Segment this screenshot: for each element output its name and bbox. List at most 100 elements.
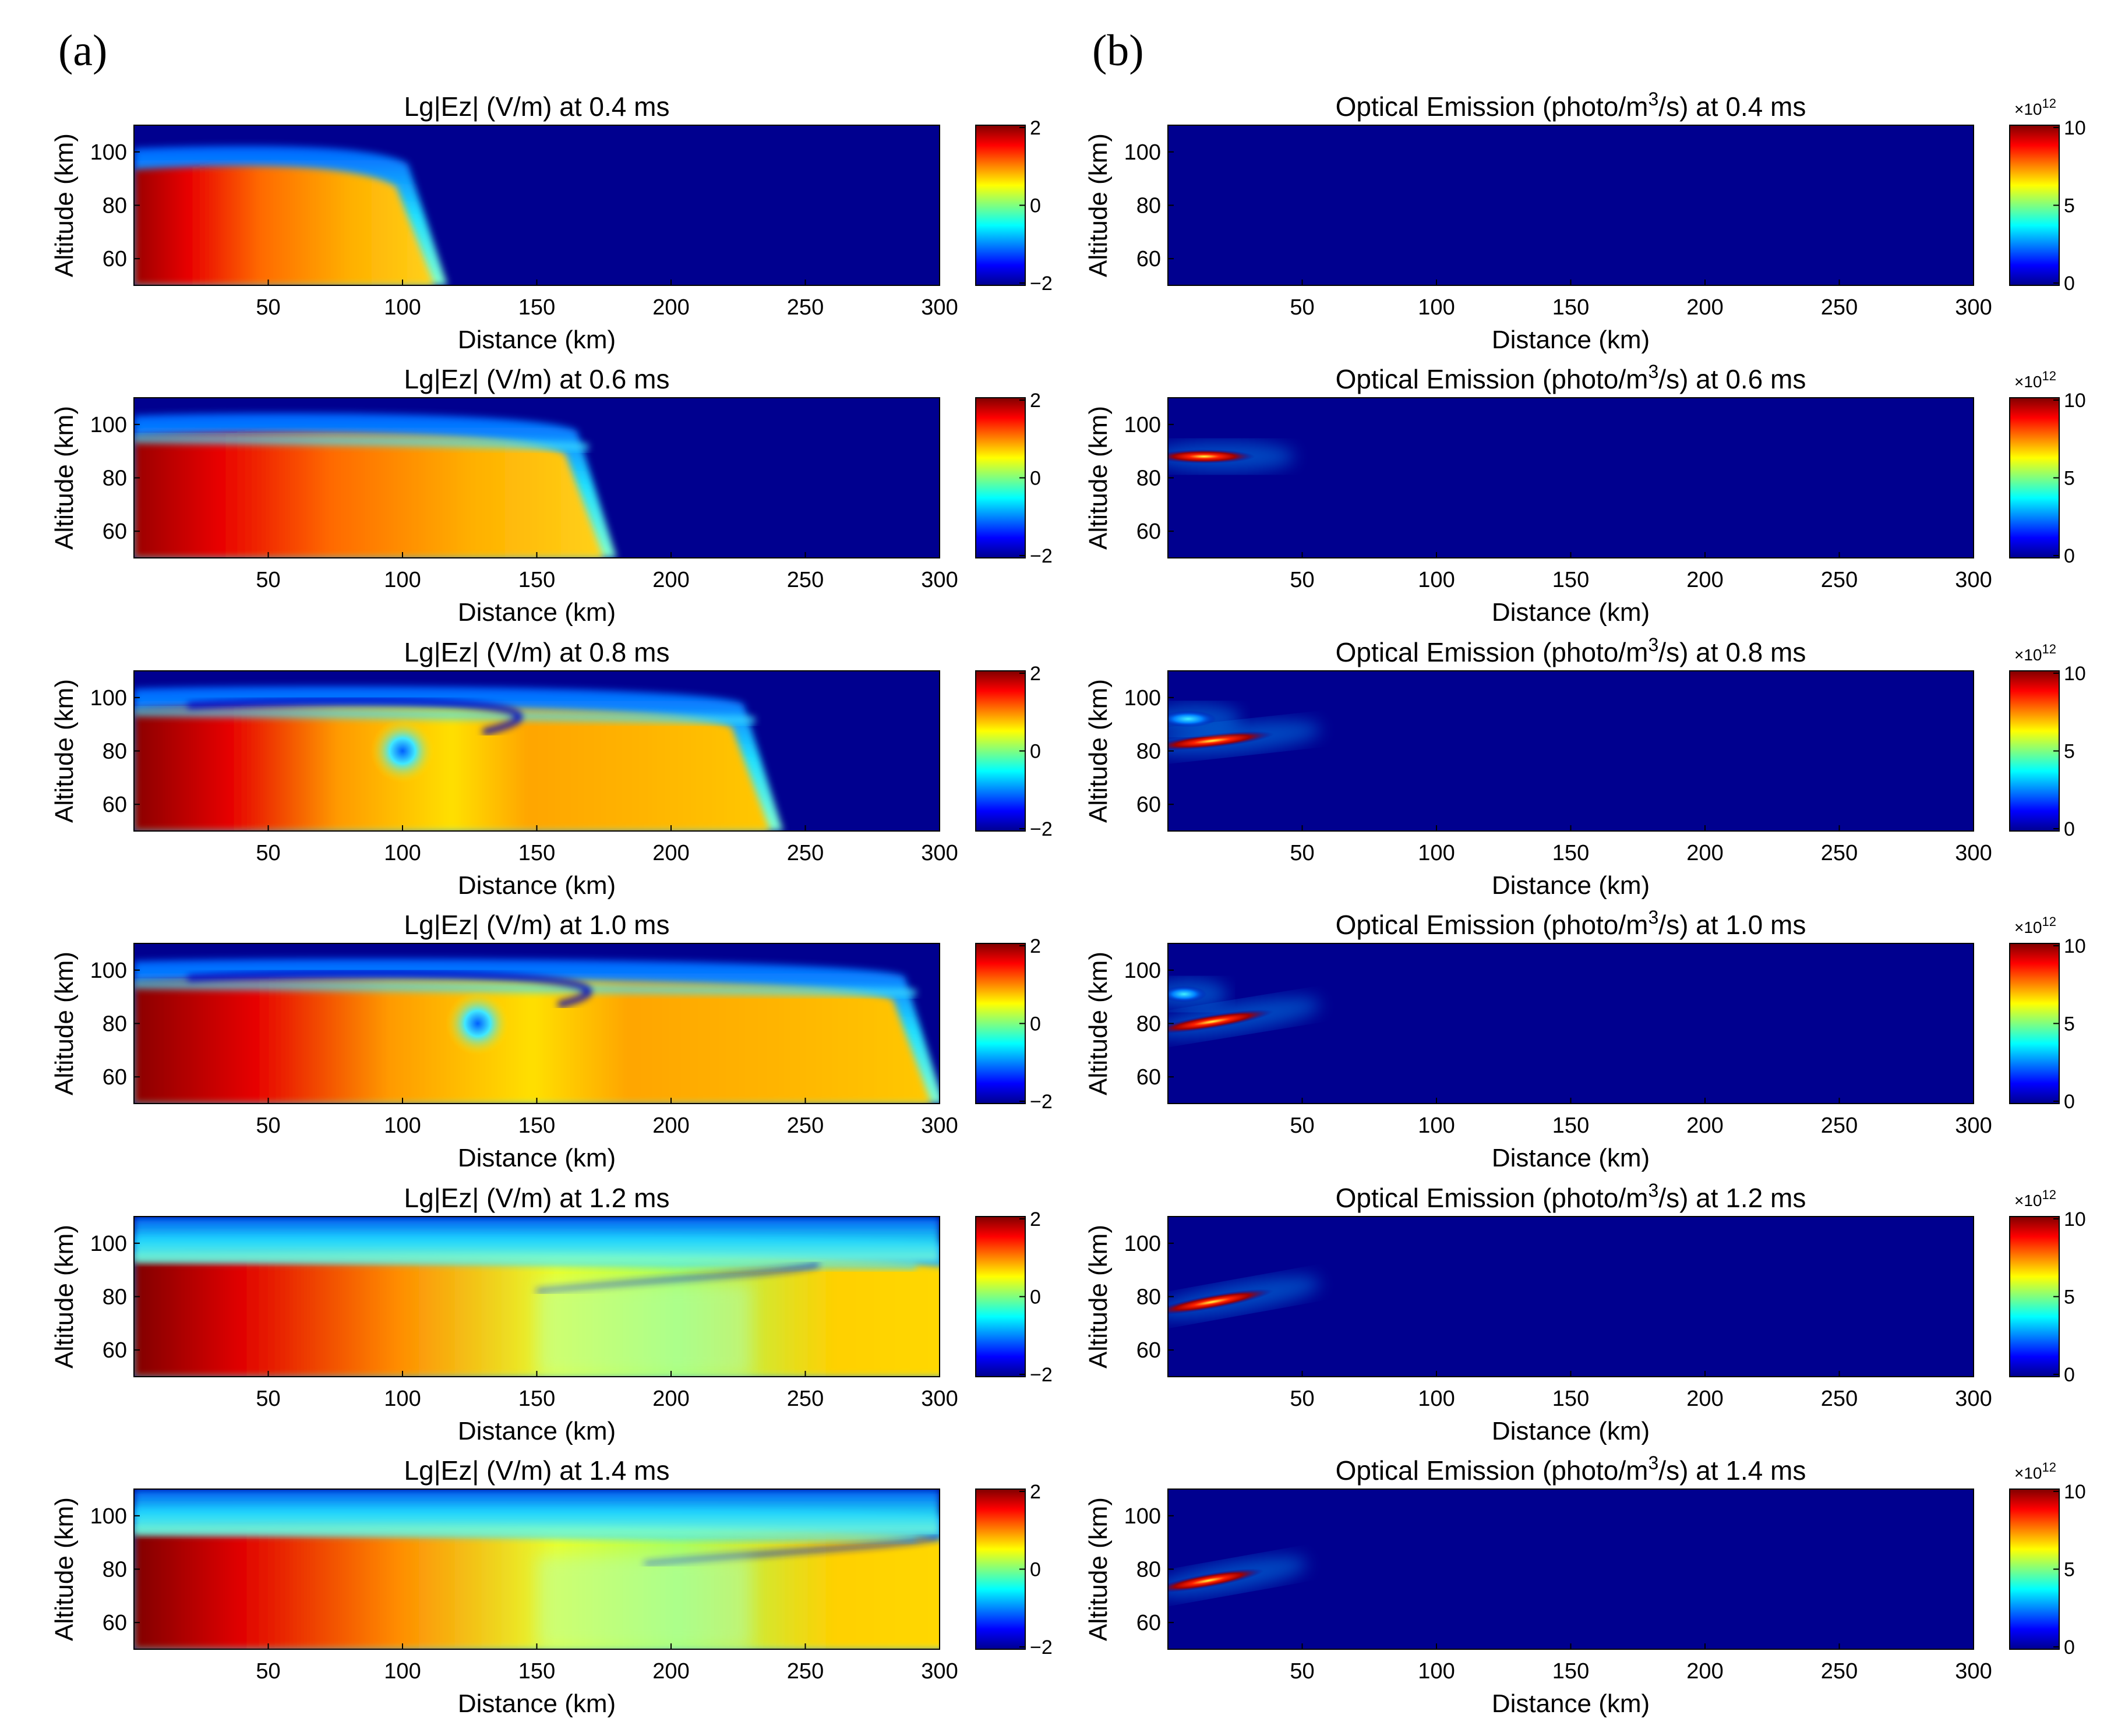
y-axis-label: Altitude (km) <box>50 679 79 823</box>
colorbar <box>2010 1489 2059 1649</box>
x-tick-label: 250 <box>787 841 824 865</box>
y-tick-label: 60 <box>103 1065 127 1090</box>
x-axis-label: Distance (km) <box>458 871 616 900</box>
x-tick-label: 200 <box>652 568 689 592</box>
colorbar-tick-label: −2 <box>1030 273 1053 295</box>
y-tick-label: 80 <box>103 1285 127 1310</box>
heatmap-area <box>1168 125 1974 285</box>
x-tick-label: 300 <box>921 1113 958 1138</box>
background-field <box>1168 125 1974 285</box>
x-tick-label: 200 <box>1686 295 1723 320</box>
y-tick-label: 80 <box>103 1012 127 1037</box>
colorbar-tick-label: 10 <box>2064 117 2086 139</box>
field-core <box>134 433 604 558</box>
x-tick-label: 50 <box>1290 568 1314 592</box>
x-axis-label: Distance (km) <box>1492 1144 1650 1172</box>
x-tick-label: 250 <box>787 1113 824 1138</box>
plot-title: Lg|Ez| (V/m) at 0.4 ms <box>404 91 670 122</box>
y-tick-label: 80 <box>1136 194 1161 218</box>
heatmap-area <box>1168 398 1974 558</box>
plot-title: Lg|Ez| (V/m) at 1.0 ms <box>404 910 670 940</box>
subplot-b-4: Optical Emission (photo/m3/s) at 1.0 ms 5… <box>1084 907 2086 1172</box>
heatmap-area <box>134 1217 940 1377</box>
x-tick-label: 300 <box>921 841 958 865</box>
plot-title: Optical Emission (photo/m3/s) at 1.2 ms <box>1336 1180 1806 1213</box>
plot-title: Optical Emission (photo/m3/s) at 0.4 ms <box>1336 89 1806 122</box>
colorbar-tick-label: 2 <box>1030 1208 1041 1231</box>
colorbar-tick-label: 0 <box>2064 273 2075 295</box>
y-axis-label: Altitude (km) <box>1084 1497 1113 1641</box>
emission-core <box>1168 1009 1274 1034</box>
vortex <box>446 991 510 1056</box>
x-tick-label: 150 <box>518 841 555 865</box>
colorbar-tick-label: 0 <box>1030 195 1041 217</box>
colorbar <box>2010 398 2059 558</box>
colorbar-exponent: ×1012 <box>2014 642 2056 664</box>
colorbar-tick-label: 0 <box>1030 1013 1041 1035</box>
background-field <box>1168 398 1974 558</box>
x-tick-label: 300 <box>921 295 958 320</box>
plot-title: Optical Emission (photo/m3/s) at 1.4 ms <box>1336 1452 1806 1486</box>
subplot-a-4: Lg|Ez| (V/m) at 1.0 ms 50 100 150 200 250 300 6… <box>50 910 1053 1172</box>
top-band <box>134 1489 940 1535</box>
y-tick-label: 60 <box>1136 1065 1161 1090</box>
x-tick-label: 250 <box>787 295 824 320</box>
x-tick-label: 200 <box>1686 1387 1723 1411</box>
colorbar-exponent: ×1012 <box>2014 369 2056 391</box>
x-axis-label: Distance (km) <box>1492 1689 1650 1718</box>
colorbar <box>976 1489 1025 1649</box>
x-tick-label: 50 <box>256 1113 280 1138</box>
subplot-b-6: Optical Emission (photo/m3/s) at 1.4 ms 5… <box>1084 1452 2086 1718</box>
x-tick-label: 200 <box>652 1387 689 1411</box>
colorbar <box>976 398 1025 558</box>
x-tick-label: 150 <box>1552 1113 1589 1138</box>
y-tick-label: 80 <box>1136 740 1161 764</box>
x-tick-label: 200 <box>1686 841 1723 865</box>
y-tick-label: 100 <box>90 413 127 437</box>
x-tick-label: 50 <box>1290 841 1314 865</box>
colorbar-tick-label: 0 <box>2064 1364 2075 1386</box>
y-tick-label: 100 <box>1124 140 1161 165</box>
y-tick-label: 60 <box>1136 793 1161 817</box>
y-axis-label: Altitude (km) <box>1084 133 1113 277</box>
x-tick-label: 100 <box>384 841 421 865</box>
colorbar <box>976 943 1025 1104</box>
upper-layer <box>134 980 916 997</box>
heatmap-area <box>1168 671 1974 831</box>
top-band <box>134 1217 940 1262</box>
colorbar-tick-label: 0 <box>2064 818 2075 840</box>
heatmap-area <box>1168 943 1974 1104</box>
colorbar-tick-label: 0 <box>1030 1286 1041 1309</box>
colorbar-exponent: ×1012 <box>2014 1460 2056 1482</box>
colorbar-tick-label: 0 <box>1030 741 1041 763</box>
y-tick-label: 100 <box>1124 1232 1161 1256</box>
x-tick-label: 150 <box>1552 841 1589 865</box>
background-field <box>1168 671 1974 831</box>
y-axis-label: Altitude (km) <box>50 133 79 277</box>
x-tick-label: 150 <box>518 1387 555 1411</box>
y-tick-label: 80 <box>103 194 127 218</box>
subplot-b-5: Optical Emission (photo/m3/s) at 1.2 ms 5… <box>1084 1180 2086 1445</box>
plot-title: Lg|Ez| (V/m) at 0.8 ms <box>404 637 670 667</box>
emission-core <box>1168 1289 1273 1315</box>
heatmap-area <box>134 1489 940 1649</box>
plot-title: Optical Emission (photo/m3/s) at 1.0 ms <box>1336 907 1806 940</box>
heatmap-area <box>134 943 940 1104</box>
y-axis-label: Altitude (km) <box>1084 952 1113 1095</box>
subplot-a-5: Lg|Ez| (V/m) at 1.2 ms 50 100 150 200 250 300 6… <box>50 1183 1053 1445</box>
colorbar-tick-label: 10 <box>2064 1481 2086 1503</box>
x-tick-label: 150 <box>518 1113 555 1138</box>
x-tick-label: 200 <box>652 1113 689 1138</box>
background-field <box>1168 943 1974 1104</box>
y-tick-label: 100 <box>90 959 127 983</box>
y-tick-label: 80 <box>103 740 127 764</box>
colorbar <box>976 671 1025 831</box>
x-tick-label: 100 <box>384 295 421 320</box>
x-axis-label: Distance (km) <box>458 1144 616 1172</box>
colorbar <box>2010 125 2059 285</box>
subplot-b-3: Optical Emission (photo/m3/s) at 0.8 ms 5… <box>1084 634 2086 900</box>
y-tick-label: 60 <box>1136 1338 1161 1363</box>
x-tick-label: 100 <box>1418 1659 1455 1684</box>
subplot-a-3: Lg|Ez| (V/m) at 0.8 ms 50 100 150 200 250 300 6… <box>50 637 1053 900</box>
